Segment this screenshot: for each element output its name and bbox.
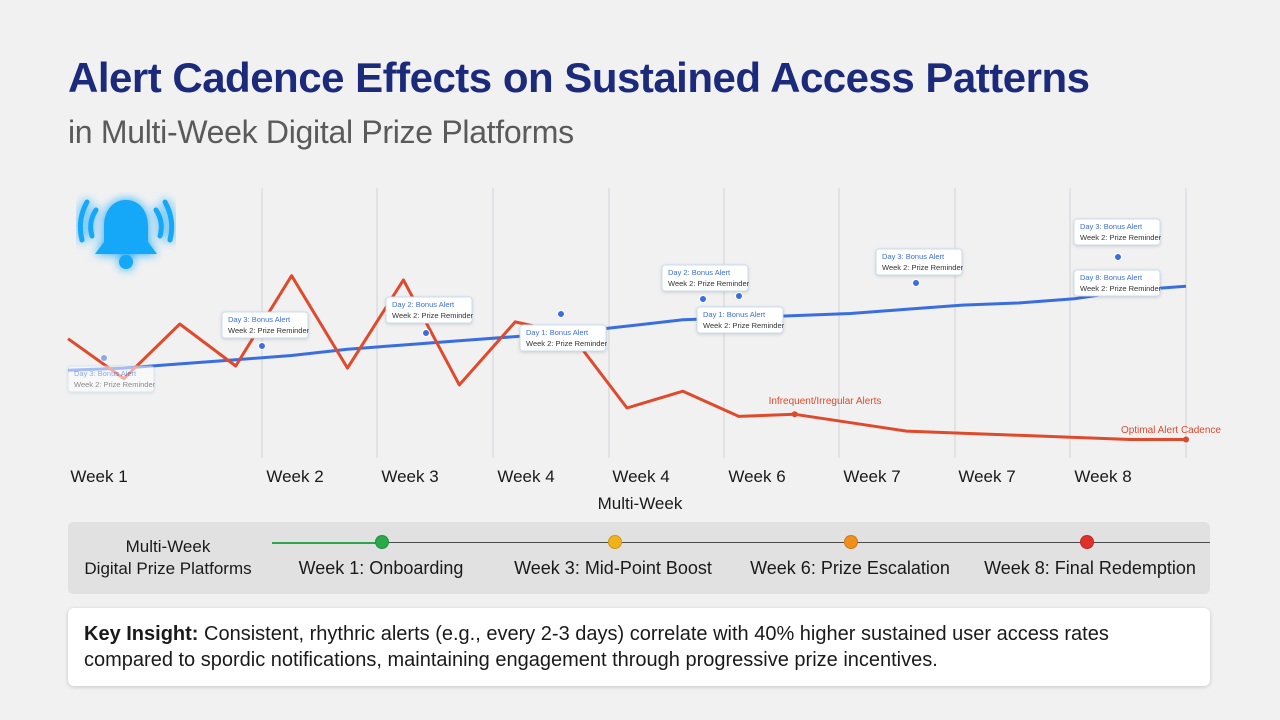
annotation-box <box>661 264 749 292</box>
key-insight-body: Consistent, rhythric alerts (e.g., every… <box>84 623 1109 671</box>
annotation-line2: Week 2: Prize Reminder <box>1080 284 1162 293</box>
x-tick-label: Week 3 <box>381 467 438 486</box>
annotation-line1: Day 3: Bonus Alert <box>1080 222 1143 231</box>
annotation-tooltip: Day 3: Bonus Alert Week 2: Prize Reminder <box>875 248 964 287</box>
milestone-onboarding: Week 1: Onboarding <box>298 558 464 578</box>
annotations: Day 3: Bonus Alert Week 2: Prize Reminder… <box>67 218 1162 393</box>
annotation-box <box>696 306 784 334</box>
timeline-label: Multi-Week Digital Prize Platforms <box>68 536 268 580</box>
x-tick-label: Week 8 <box>1074 467 1131 486</box>
annotation-tooltip: Day 2: Bonus Alert Week 2: Prize Reminder <box>661 264 750 303</box>
series-line-irregular <box>67 274 1186 441</box>
annotation-line2: Week 2: Prize Reminder <box>882 263 964 272</box>
annotation-line1: Day 2: Bonus Alert <box>668 268 731 277</box>
series-label-optimal: Optimal Alert Cadence <box>1121 425 1221 436</box>
x-axis-label: Multi-Week <box>598 494 683 513</box>
annotation-marker <box>699 295 707 303</box>
milestone-dot-midpoint <box>608 535 622 549</box>
annotation-line2: Week 2: Prize Reminder <box>526 339 608 348</box>
annotation-box <box>1073 269 1161 297</box>
annotation-marker <box>100 354 108 362</box>
annotation-marker <box>735 292 743 300</box>
annotation-line2: Week 2: Prize Reminder <box>668 279 750 288</box>
annotation-box <box>875 248 963 276</box>
x-tick-label: Week 7 <box>843 467 900 486</box>
page-title: Alert Cadence Effects on Sustained Acces… <box>68 54 1090 101</box>
milestone-dot-escalation <box>844 535 858 549</box>
irregular-point <box>1183 436 1189 443</box>
annotation-line2: Week 2: Prize Reminder <box>74 380 156 389</box>
irregular-point <box>791 411 798 418</box>
annotation-marker <box>557 310 565 318</box>
bell-icon <box>76 192 176 282</box>
x-tick-label: Week 7 <box>958 467 1015 486</box>
timeline-label-line1: Multi-Week <box>125 537 211 556</box>
annotation-line2: Week 2: Prize Reminder <box>228 326 310 335</box>
timeline-label-line2: Digital Prize Platforms <box>84 559 252 578</box>
annotation-tooltip: Day 2: Bonus Alert Week 2: Prize Reminder <box>385 296 474 337</box>
annotation-tooltip: Day 3: Bonus Alert Week 2: Prize Reminder <box>67 354 156 393</box>
annotation-line1: Day 3: Bonus Alert <box>882 252 945 261</box>
series-label-irregular: Infrequent/Irregular Alerts <box>769 396 882 407</box>
milestone-dot-onboarding <box>375 535 389 549</box>
annotation-line1: Day 8: Bonus Alert <box>1080 273 1143 282</box>
x-tick-label: Week 4 <box>612 467 669 486</box>
milestone-redemption: Week 8: Final Redemption <box>984 558 1196 578</box>
annotation-box <box>385 296 473 324</box>
annotation-marker <box>912 279 920 287</box>
series-line-optimal <box>67 284 1187 372</box>
annotation-tooltip: Day 3: Bonus Alert Week 2: Prize Reminder <box>221 311 310 350</box>
annotation-tooltip: Day 8: Bonus Alert Week 2: Prize Reminder <box>1073 253 1162 297</box>
x-tick-label: Week 4 <box>497 467 554 486</box>
annotation-tooltip: Day 1: Bonus Alert Week 2: Prize Reminder <box>696 292 785 334</box>
phase-timeline: Multi-Week Digital Prize Platforms Week … <box>68 522 1210 594</box>
annotation-box <box>221 311 309 339</box>
annotation-tooltip: Day 1: Bonus Alert Week 2: Prize Reminder <box>519 310 608 352</box>
annotation-marker <box>1114 253 1122 261</box>
annotation-line2: Week 2: Prize Reminder <box>1080 233 1162 242</box>
gridlines <box>261 188 1187 458</box>
timeline-track <box>380 542 1210 543</box>
annotation-line1: Day 1: Bonus Alert <box>526 328 589 337</box>
line-chart: Optimal Alert Cadence Infrequent/Irregula… <box>67 188 1221 513</box>
annotation-line1: Day 1: Bonus Alert <box>703 310 766 319</box>
x-axis: Week 1 Week 2 Week 3 Week 4 Week 4 Week 6 Week… <box>70 467 1131 513</box>
annotation-line1: Day 2: Bonus Alert <box>392 300 455 309</box>
page-subtitle: in Multi-Week Digital Prize Platforms <box>68 114 574 150</box>
key-insight-card: Key Insight: Consistent, rhythric alerts… <box>68 608 1210 686</box>
x-tick-label: Week 1 <box>70 467 127 486</box>
annotation-box <box>1073 218 1161 246</box>
milestone-midpoint: Week 3: Mid-Point Boost <box>514 558 712 578</box>
series-lines: Optimal Alert Cadence Infrequent/Irregula… <box>67 274 1221 443</box>
annotation-box <box>67 365 155 393</box>
annotation-line1: Day 3: Bonus Alert <box>228 315 291 324</box>
annotation-marker <box>422 329 430 337</box>
annotation-line2: Week 2: Prize Reminder <box>392 311 474 320</box>
annotation-line1: Day 3: Bonus Alert <box>74 369 137 378</box>
milestone-dot-redemption <box>1080 535 1094 549</box>
annotation-line2: Week 2: Prize Reminder <box>703 321 785 330</box>
annotation-marker <box>258 342 266 350</box>
key-insight-text: Key Insight: Consistent, rhythric alerts… <box>84 621 1194 673</box>
milestone-escalation: Week 6: Prize Escalation <box>750 558 950 578</box>
x-tick-label: Week 6 <box>728 467 785 486</box>
annotation-box <box>519 324 607 352</box>
key-insight-heading: Key Insight: <box>84 623 199 645</box>
timeline-track-complete <box>272 542 380 544</box>
x-tick-label: Week 2 <box>266 467 323 486</box>
